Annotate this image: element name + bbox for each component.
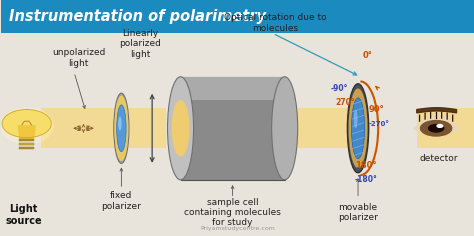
Ellipse shape: [354, 110, 357, 128]
Ellipse shape: [118, 117, 122, 131]
Ellipse shape: [117, 105, 126, 152]
Ellipse shape: [272, 77, 298, 180]
Text: Linearly
polarized
light: Linearly polarized light: [119, 29, 161, 59]
Circle shape: [437, 125, 443, 127]
Ellipse shape: [167, 77, 193, 180]
Text: fixed
polarizer: fixed polarizer: [101, 191, 141, 211]
Text: -270°: -270°: [369, 121, 390, 126]
Text: Light
source: Light source: [5, 204, 42, 226]
FancyBboxPatch shape: [417, 108, 474, 148]
Ellipse shape: [348, 88, 367, 168]
Ellipse shape: [351, 98, 365, 159]
Text: sample cell
containing molecules
for study: sample cell containing molecules for stu…: [184, 198, 281, 228]
Ellipse shape: [347, 84, 369, 173]
Text: Instrumentation of polarimetry: Instrumentation of polarimetry: [9, 9, 266, 24]
Circle shape: [428, 125, 444, 132]
FancyBboxPatch shape: [229, 108, 355, 148]
Text: movable
polarizer: movable polarizer: [338, 203, 378, 222]
FancyBboxPatch shape: [19, 147, 34, 149]
FancyBboxPatch shape: [19, 139, 34, 141]
Ellipse shape: [172, 100, 190, 157]
Text: 0°: 0°: [363, 51, 373, 60]
Text: -90°: -90°: [330, 84, 348, 93]
Text: Optical rotation due to
molecules: Optical rotation due to molecules: [224, 13, 327, 33]
Text: 180°: 180°: [356, 161, 377, 170]
Ellipse shape: [0, 107, 54, 145]
Text: Priyamstudycentre.com: Priyamstudycentre.com: [200, 227, 275, 232]
FancyBboxPatch shape: [181, 77, 285, 100]
Text: detector: detector: [419, 154, 458, 163]
FancyBboxPatch shape: [0, 0, 474, 34]
Polygon shape: [18, 126, 35, 140]
FancyBboxPatch shape: [41, 108, 166, 148]
FancyBboxPatch shape: [19, 143, 34, 145]
Text: -180°: -180°: [355, 175, 377, 184]
Polygon shape: [2, 110, 51, 138]
Circle shape: [420, 121, 452, 136]
Text: 90°: 90°: [368, 105, 384, 114]
Ellipse shape: [114, 96, 128, 161]
Text: 270°: 270°: [335, 98, 355, 107]
FancyBboxPatch shape: [181, 77, 285, 180]
Text: unpolarized
light: unpolarized light: [52, 48, 106, 68]
Ellipse shape: [114, 93, 129, 163]
